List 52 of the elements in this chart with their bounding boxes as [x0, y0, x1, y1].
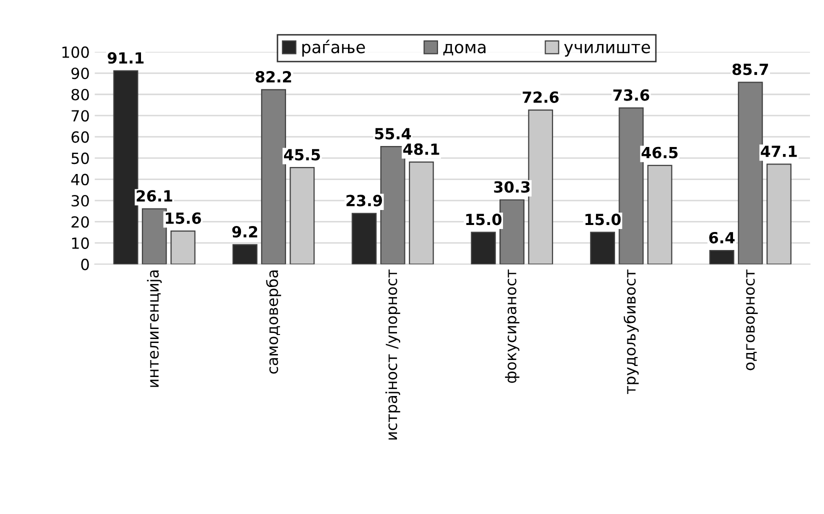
y-tick-label: 60	[72, 131, 89, 143]
y-tick-label: 40	[71, 174, 89, 186]
x-tick-label: трудољубивост	[624, 270, 639, 394]
data-label: 73.6	[613, 89, 650, 101]
y-tick-label: 0	[81, 258, 89, 270]
legend-label: раѓање	[302, 40, 365, 57]
x-tick-label: интелигенција	[146, 270, 162, 387]
y-tick-label: 50	[72, 152, 89, 164]
data-label: 72.6	[522, 91, 559, 103]
data-label: 9.2	[232, 226, 258, 238]
data-label: 46.5	[642, 146, 678, 158]
bar	[766, 164, 792, 264]
data-label: 30.3	[494, 181, 530, 193]
bar	[142, 208, 167, 264]
data-label: 85.7	[732, 64, 768, 76]
bar	[232, 244, 258, 264]
y-tick-label: 30	[72, 194, 89, 207]
data-label: 6.4	[709, 232, 735, 244]
y-tick-label: 70	[72, 110, 89, 122]
data-label: 55.4	[375, 128, 411, 140]
bar	[590, 232, 616, 264]
data-label: 26.1	[136, 190, 172, 202]
bar	[290, 167, 315, 264]
y-tick-label: 90	[71, 68, 89, 80]
data-label: 91.1	[108, 52, 144, 64]
data-label: 47.1	[760, 146, 797, 157]
bar	[113, 70, 138, 264]
bar	[647, 164, 672, 264]
y-tick-label: 100	[62, 46, 89, 58]
data-label: 48.1	[403, 143, 440, 155]
legend-label: дома	[443, 44, 486, 56]
y-tick-label: 10	[72, 237, 89, 249]
x-tick-label: одговорност	[746, 270, 758, 370]
y-tick-label: 80	[71, 88, 89, 100]
bar	[408, 162, 434, 264]
bar	[352, 212, 377, 264]
data-label: 15.0	[466, 214, 502, 226]
data-label: 82.2	[256, 71, 292, 83]
bar	[528, 110, 554, 264]
data-label: 23.9	[346, 194, 382, 206]
bar	[170, 230, 196, 264]
y-tick-label: 20	[72, 216, 89, 228]
bar	[470, 232, 496, 264]
bar	[709, 250, 734, 264]
x-tick-label: истрајност /упорност	[385, 270, 400, 440]
data-label: 15.6	[166, 212, 201, 224]
bar	[500, 199, 524, 264]
x-tick-label: самодоверба	[266, 270, 282, 374]
data-label: 15.0	[585, 214, 621, 226]
data-label: 45.5	[284, 149, 320, 160]
legend-label: училиште	[564, 44, 650, 57]
x-tick-label: фокусираност	[505, 270, 520, 383]
